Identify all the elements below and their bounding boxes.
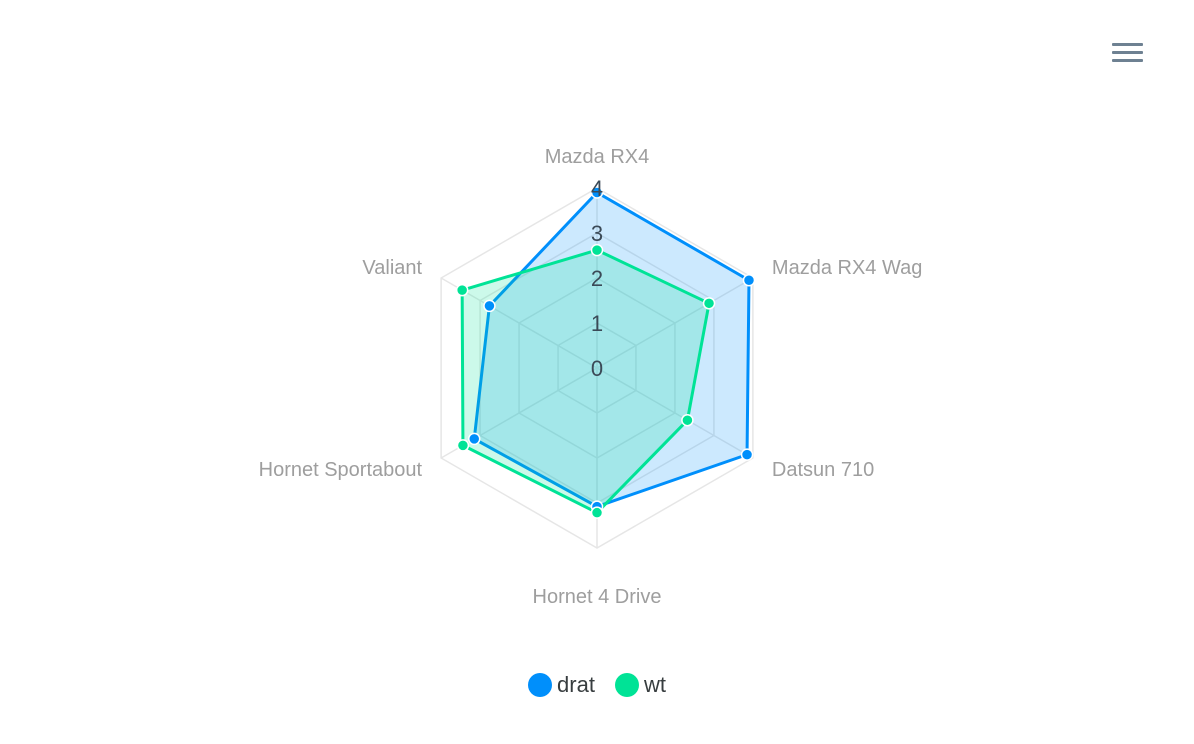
category-label: Hornet 4 Drive (533, 586, 662, 608)
data-point-drat-1 (742, 274, 756, 287)
data-point-wt-1 (702, 297, 716, 310)
y-tick-label: 1 (591, 311, 603, 336)
category-label: Datsun 710 (772, 459, 874, 481)
data-point-wt-4 (456, 439, 470, 452)
category-labels: Mazda RX4 Mazda RX4 Wag Datsun 710 Hornet 4… (259, 146, 923, 608)
data-point-drat-2 (740, 448, 754, 461)
data-point-wt-2 (681, 413, 694, 427)
y-tick-label: 3 (591, 221, 603, 246)
legend-marker-wt (614, 673, 639, 697)
data-point-wt-5 (455, 283, 469, 297)
data-point-drat-0 (590, 186, 604, 199)
data-point-wt-0 (590, 243, 604, 257)
series-layer (455, 186, 756, 519)
data-point-wt-3 (590, 506, 604, 519)
category-label: Mazda RX4 (545, 146, 650, 168)
y-tick-label: 0 (591, 356, 603, 381)
data-point-drat-4 (467, 432, 481, 446)
category-label: Hornet Sportabout (259, 459, 423, 481)
legend-marker-drat (528, 673, 553, 697)
hamburger-menu-icon[interactable] (1104, 34, 1150, 74)
legend-label-wt: wt (643, 672, 666, 697)
data-point-drat-5 (483, 299, 496, 313)
legend-item-wt[interactable]: wt (614, 672, 666, 698)
legend-item-drat[interactable]: drat (528, 672, 595, 698)
y-tick-label: 4 (591, 176, 603, 201)
legend: drat wt (0, 668, 1194, 702)
category-label: Valiant (362, 257, 422, 279)
grid-spoke-1 (596, 277, 754, 369)
grid-spoke-2 (596, 367, 754, 459)
category-label: Mazda RX4 Wag (772, 257, 922, 279)
legend-label-drat: drat (557, 672, 595, 697)
y-tick-labels: 0 1 2 3 4 (591, 176, 603, 381)
y-tick-label: 2 (591, 266, 603, 291)
